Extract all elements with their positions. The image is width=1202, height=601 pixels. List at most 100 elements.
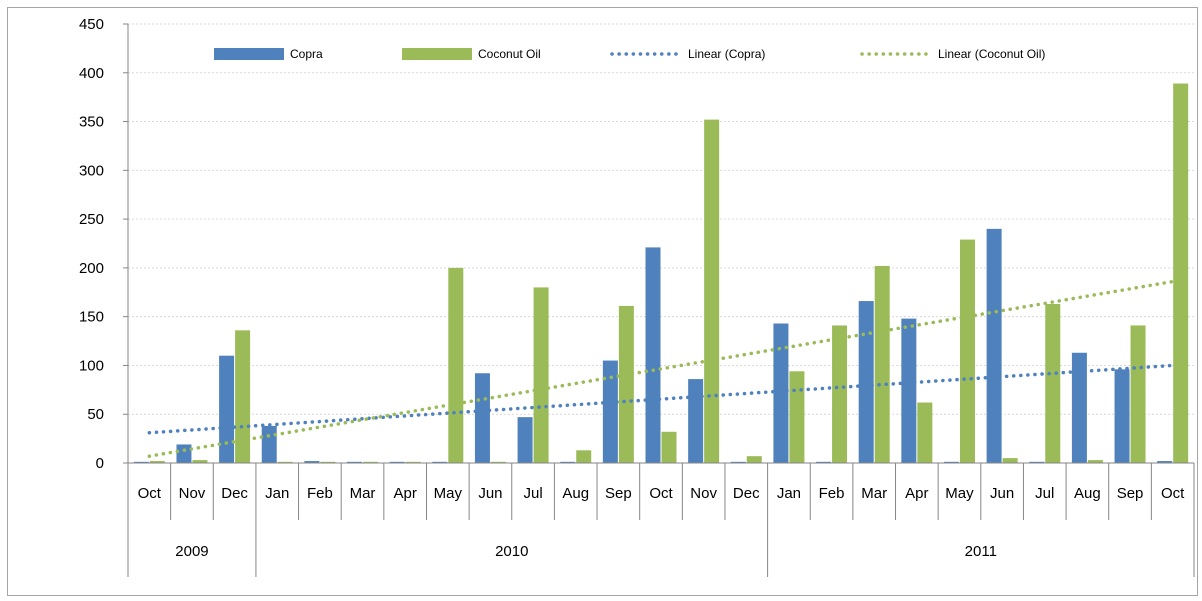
year-label: 2011 [965,543,997,560]
bar-copra [602,360,618,463]
legend-copra-swatch [214,48,284,60]
bar-copra [986,228,1002,463]
axes: 0 50 100 150 200 250 300 350 400 450 Oct Nov Dec Jan F… [79,16,1195,577]
x-tick-label: Jan [265,485,289,502]
bar-copra [1114,369,1130,463]
y-tick-label: 250 [79,211,104,228]
bar-coconut-oil [192,460,208,463]
x-tick-label: Apr [905,485,928,502]
x-tick-label: May [945,485,974,502]
bar-coconut-oil [405,461,421,463]
bar-copra [1157,461,1173,463]
x-tick-label: Mar [350,485,376,502]
x-tick-label: Mar [861,485,887,502]
year-label: 2009 [175,543,208,560]
bar-copra [688,379,704,463]
bar-coconut-oil [1087,460,1103,463]
bar-coconut-oil [917,402,933,463]
bar-copra [389,461,405,463]
y-tick-label: 50 [87,406,104,423]
bar-copra [816,461,832,463]
y-tick-label: 450 [79,16,104,33]
y-tick-label: 150 [79,309,104,326]
bar-coconut-oil [490,461,506,463]
bar-coconut-oil [533,287,549,463]
legend-linear-coconut-oil-label: Linear (Coconut Oil) [938,47,1045,61]
bar-copra [347,461,363,463]
x-tick-label: Jan [777,485,801,502]
bar-coconut-oil [277,461,293,463]
bar-coconut-oil [661,431,677,463]
bar-coconut-oil [235,330,251,463]
legend-coconut-oil-swatch [402,48,472,60]
bar-copra [901,318,917,463]
x-tick-label: Dec [733,485,760,502]
y-tick-label: 0 [96,455,104,472]
x-tick-label: Aug [562,485,589,502]
x-tick-label: Oct [1161,485,1185,502]
bar-copra [219,355,235,463]
bar-copra [1029,461,1045,463]
x-tick-label: Oct [138,485,162,502]
x-tick-label: Nov [179,485,206,502]
bar-coconut-oil [746,456,762,463]
y-tick-label: 300 [79,162,104,179]
bar-coconut-oil [618,305,634,463]
bar-coconut-oil [1173,83,1189,464]
x-tick-label: Dec [221,485,248,502]
trendline-coconut-oil [147,279,1175,458]
bar-coconut-oil [832,325,848,463]
x-tick-label: Oct [649,485,673,502]
year-label: 2010 [495,543,528,560]
bar-copra [474,373,490,463]
trendlines [147,279,1175,458]
bar-copra [943,461,959,463]
bar-coconut-oil [448,267,464,463]
bar-copra [773,323,789,463]
bar-copra [858,301,874,463]
bar-copra [304,461,320,463]
bar-coconut-oil [874,265,890,463]
legend: Copra Coconut Oil Linear (Copra) Linear (Co… [214,47,1045,61]
chart-frame [7,7,1198,596]
bar-coconut-oil [576,450,592,463]
y-tick-label: 350 [79,114,104,131]
x-tick-label: Feb [819,485,845,502]
x-tick-label: Apr [393,485,416,502]
y-tick-label: 100 [79,357,104,374]
legend-copra-label: Copra [290,47,323,61]
x-tick-label: Aug [1074,485,1101,502]
x-tick-label: Feb [307,485,333,502]
legend-linear-copra-label: Linear (Copra) [688,47,765,61]
y-tick-label: 200 [79,260,104,277]
y-tick-label: 400 [79,65,104,82]
legend-coconut-oil-label: Coconut Oil [478,47,541,61]
bar-coconut-oil [789,371,805,463]
bar-coconut-oil [1002,458,1018,463]
bar-copra [432,461,448,463]
x-tick-label: Sep [605,485,632,502]
bar-coconut-oil [1130,325,1146,463]
x-tick-label: Jul [1035,485,1054,502]
x-tick-label: Jul [523,485,542,502]
x-tick-label: Sep [1117,485,1144,502]
bar-coconut-oil [1045,303,1061,463]
bar-coconut-oil [363,461,379,463]
bar-coconut-oil [704,119,720,464]
bar-copra [176,444,192,463]
bar-coconut-oil [149,461,165,463]
bar-copra [730,461,746,463]
bar-copra [1071,352,1087,463]
x-tick-label: Nov [690,485,717,502]
bar-copra [517,417,533,463]
bar-copra [133,461,149,463]
bar-coconut-oil [959,239,975,463]
trendline-copra [147,363,1175,435]
bars [133,83,1189,464]
bar-copra [261,425,277,463]
bar-coconut-oil [320,461,336,463]
x-tick-label: Jun [990,485,1014,502]
bar-copra [645,247,661,463]
